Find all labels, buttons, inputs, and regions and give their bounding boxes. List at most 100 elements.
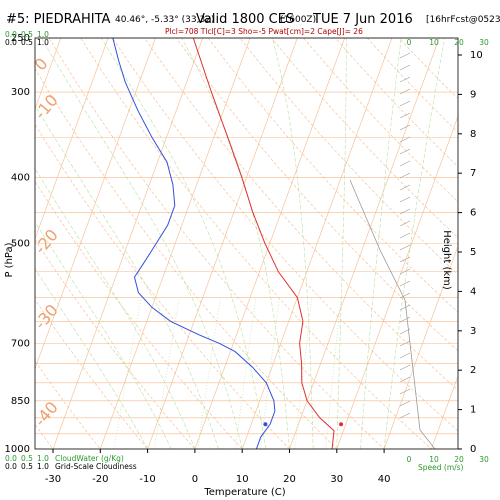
wind-barb	[399, 232, 411, 239]
isotherm-line	[35, 38, 156, 370]
dry-adiabat-line	[175, 38, 458, 352]
wind-profile-boundary	[349, 179, 436, 450]
dry-adiabat-line	[80, 38, 432, 449]
isotherm-line	[336, 115, 458, 449]
x-tick-label: -20	[92, 474, 108, 485]
wind-barb	[399, 148, 411, 155]
x-tick-label: -30	[45, 474, 61, 485]
moist-adiabat-line	[41, 38, 243, 449]
station-coords: 40.46°, -5.33° (33,32)	[115, 15, 215, 25]
surface-dewpoint-point	[263, 422, 268, 427]
isotherm-line	[147, 38, 298, 449]
wind-barb	[399, 364, 411, 371]
dry-adiabat-line	[335, 38, 458, 168]
height-tick-label: 9	[470, 89, 476, 100]
speed-tick-label-bottom: 30	[479, 455, 489, 464]
isotherm-line	[52, 38, 204, 449]
wind-barb	[399, 76, 411, 83]
forecast-run: [16hrFcst@0523z]	[426, 15, 500, 25]
height-tick-label: 5	[470, 247, 476, 258]
valid-utc: (1600Z)	[280, 15, 317, 25]
x-tick-label: -10	[139, 474, 155, 485]
cloudwater-tick-top: 0.0	[5, 30, 17, 39]
wind-barb	[399, 88, 411, 95]
moist-adiabat-line	[383, 38, 446, 449]
dry-adiabat-line	[35, 180, 243, 449]
wind-barb	[399, 292, 411, 299]
isotherm-line	[383, 245, 458, 449]
cloudiness-tick-top: 0.0	[5, 38, 17, 47]
y-tick-label: 250	[11, 33, 30, 44]
dry-adiabat-line	[112, 38, 458, 432]
speed-tick-label-top: 0	[407, 38, 412, 47]
isotherm-line	[194, 38, 345, 449]
isotherm-line	[289, 38, 440, 449]
y-tick-label: 400	[11, 172, 30, 183]
wind-barb	[399, 280, 411, 287]
dry-adiabat-line	[48, 38, 385, 449]
x-tick-label: 20	[283, 474, 296, 485]
cloudiness-tick-bottom: 0.5	[21, 462, 33, 471]
sounding-parameters: Plcl=708 Tlcl[C]=3 Sho=-5 Pwat[cm]=2 Cap…	[165, 27, 363, 36]
height-tick-label: 2	[470, 365, 476, 376]
dewpoint-line	[112, 38, 276, 449]
y-axis-title: P (hPa)	[4, 242, 15, 277]
moist-adiabat-line	[35, 104, 219, 449]
wind-barb	[399, 316, 411, 323]
wind-barb	[399, 196, 411, 203]
height-tick-label: 8	[470, 129, 476, 140]
forecast-date: TUE 7 Jun 2016	[313, 12, 413, 27]
y-tick-label: 1000	[5, 444, 30, 455]
cloudwater-tick-top: 0.5	[21, 30, 33, 39]
height-tick-label: 4	[470, 286, 476, 297]
dry-adiabat-line	[207, 38, 458, 313]
x-tick-label: 0	[192, 474, 198, 485]
axes	[34, 37, 462, 453]
plot-frame	[34, 37, 459, 450]
wind-barb	[399, 388, 411, 395]
wind-barb	[399, 400, 411, 407]
wind-barb	[399, 124, 411, 131]
height-tick-label: 0	[470, 444, 476, 455]
wind-barb	[399, 64, 411, 71]
wind-barb	[399, 256, 411, 263]
isotherm-line	[35, 38, 109, 240]
moist-adiabat-line	[35, 168, 196, 449]
x-tick-label: 30	[330, 474, 343, 485]
dry-adiabat-line	[35, 123, 290, 449]
wind-barb	[399, 100, 411, 107]
cloudiness-tick-top: 0.5	[21, 38, 33, 47]
mixing-ratio-line	[260, 297, 280, 449]
wind-barb	[399, 244, 411, 251]
mixing-ratio-line	[234, 297, 257, 449]
plot-area	[112, 38, 344, 449]
dry-adiabat-line	[35, 360, 101, 449]
wind-barb	[399, 184, 411, 191]
moist-adiabat-line	[100, 38, 267, 449]
height-tick-label: 1	[470, 405, 476, 416]
valid-time: Valid 1800 CES	[196, 12, 295, 27]
chart-header: #5: PIEDRAHITA 40.46°, -5.33° (33,32) Va…	[0, 0, 500, 36]
wind-barb	[399, 328, 411, 335]
height-tick-label: 6	[470, 208, 476, 219]
height-axis-title: Height (km)	[441, 230, 452, 290]
temperature-line	[192, 38, 335, 449]
dry-adiabat-line	[239, 38, 458, 275]
cloudiness-tick-bottom: 0.0	[5, 462, 17, 471]
height-tick-label: 3	[470, 326, 476, 337]
cloudwater-tick-top: 1.0	[37, 30, 49, 39]
surface-temperature-point	[339, 422, 344, 427]
isotherm-line	[35, 38, 62, 110]
y-tick-label: 500	[11, 239, 30, 250]
isotherm-line	[241, 38, 393, 449]
wind-barb	[399, 304, 411, 311]
x-tick-label: 10	[236, 474, 249, 485]
dry-adiabat-line	[35, 239, 196, 449]
mixing-ratio-line	[113, 297, 142, 449]
dry-adiabat-line	[35, 68, 338, 449]
height-tick-label: 10	[470, 50, 483, 61]
isotherm-line	[431, 375, 458, 449]
mixing-ratio-line	[153, 297, 180, 449]
